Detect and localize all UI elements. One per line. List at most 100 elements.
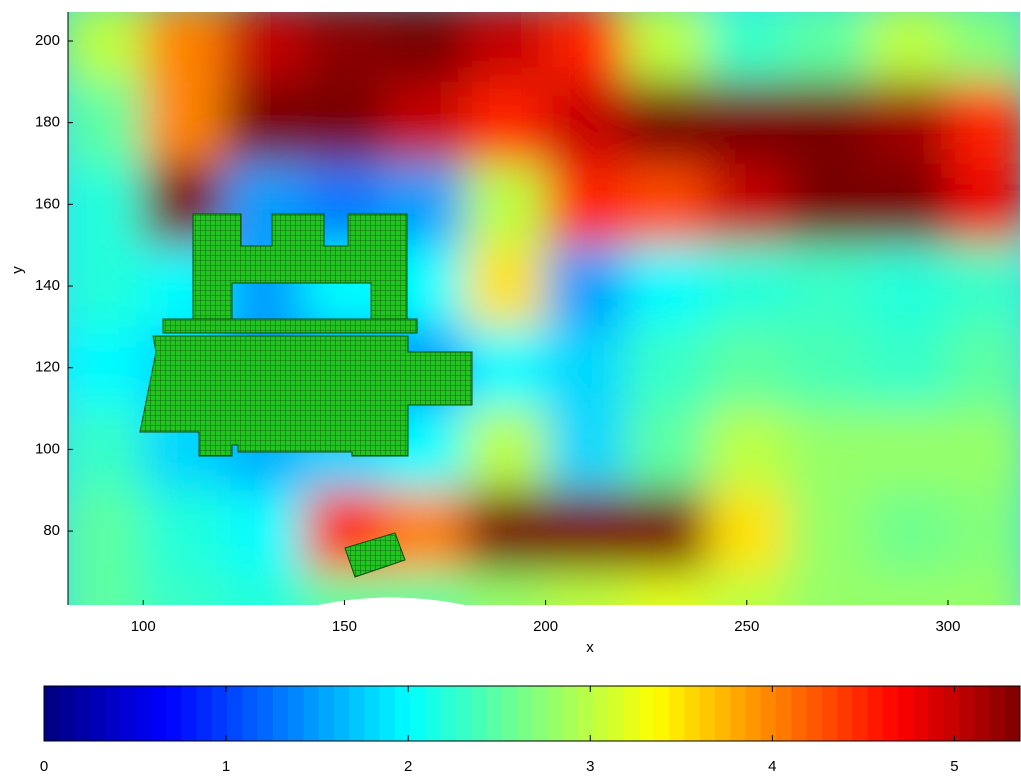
heatmap-cell <box>947 245 1020 327</box>
heatmap-cell <box>626 163 707 246</box>
x-tick-label: 300 <box>935 618 960 635</box>
heatmap-cell <box>706 408 788 491</box>
colorbar-step <box>776 686 792 741</box>
colorbar-tick-label: 2 <box>404 758 412 775</box>
y-tick-label: 100 <box>35 440 60 457</box>
colorbar-step <box>105 686 121 741</box>
y-tick-label: 200 <box>35 32 60 49</box>
colorbar-step <box>135 686 152 741</box>
heatmap-cell <box>465 245 546 327</box>
colorbar-tick-label: 5 <box>950 758 958 775</box>
heatmap-cell <box>787 12 868 82</box>
colorbar-tick-label: 3 <box>586 758 594 775</box>
heatmap-cell <box>465 326 546 409</box>
heatmap-cell <box>947 12 1020 82</box>
y-tick-label: 160 <box>35 195 60 212</box>
heatmap-cell <box>384 81 466 164</box>
colorbar-step <box>882 686 899 741</box>
heatmap-cell <box>867 490 948 572</box>
colorbar-step <box>593 686 609 741</box>
colorbar-step <box>913 686 929 741</box>
heatmap-cell <box>143 81 224 164</box>
heatmap-cell <box>787 571 868 605</box>
heatmap-cell <box>545 571 627 605</box>
heatmap-cell <box>867 408 948 491</box>
heatmap-cell <box>304 571 385 605</box>
colorbar-step <box>638 686 655 741</box>
heatmap-cell <box>465 12 546 82</box>
heatmap-cell <box>68 81 144 164</box>
colorbar-step <box>852 686 868 741</box>
colorbar-step <box>410 686 426 741</box>
heatmap-cell <box>545 408 627 491</box>
heatmap-cell <box>545 326 627 409</box>
colorbar-step <box>745 686 762 741</box>
colorbar-tick-label: 1 <box>222 758 230 775</box>
heatmap-cell <box>223 571 305 605</box>
x-axis-label: x <box>586 639 594 656</box>
heatmap-cell <box>626 12 707 82</box>
colorbar-step <box>715 686 731 741</box>
colorbar-step <box>181 686 197 741</box>
colorbar-step <box>318 686 335 741</box>
y-tick-label: 140 <box>35 277 60 294</box>
y-tick-label: 120 <box>35 359 60 376</box>
blank-region <box>318 597 465 605</box>
colorbar-step <box>608 686 624 741</box>
colorbar-step <box>379 686 396 741</box>
heatmap-cell <box>68 163 144 246</box>
colorbar-step <box>943 686 960 741</box>
colorbar-step <box>227 686 243 741</box>
colorbar-step <box>486 686 502 741</box>
heatmap-cell <box>223 81 305 164</box>
building-lower <box>139 335 473 457</box>
colorbar-step <box>150 686 167 741</box>
colorbar-step <box>364 686 380 741</box>
heatmap-cell <box>947 81 1020 164</box>
heatmap-cell <box>223 490 305 572</box>
colorbar-step <box>806 686 823 741</box>
heatmap-cell <box>706 12 788 82</box>
colorbar-step <box>272 686 289 741</box>
heatmap-cell <box>867 571 948 605</box>
colorbar-step <box>654 686 670 741</box>
colorbar-step <box>89 686 106 741</box>
colorbar-step <box>623 686 640 741</box>
heatmap-cell <box>304 12 385 82</box>
colorbar-step <box>394 686 411 741</box>
building-small <box>344 532 406 578</box>
colorbar-step <box>898 686 914 741</box>
colorbar-step <box>288 686 304 741</box>
colorbar-step <box>59 686 75 741</box>
colorbar-frame <box>43 685 1021 742</box>
heatmap-cell <box>787 490 868 572</box>
heatmap-cell <box>465 408 546 491</box>
heatmap-cell <box>867 81 948 164</box>
heatmap-cell <box>143 490 224 572</box>
y-axis-label: y <box>9 266 26 274</box>
colorbar-tick-label: 4 <box>768 758 776 775</box>
heatmap-cell <box>706 490 788 572</box>
heatmap-cell <box>384 571 466 605</box>
heatmap-cell <box>626 571 707 605</box>
heatmap-cell <box>545 490 627 572</box>
colorbar-step <box>562 686 579 741</box>
heatmap-cell <box>545 245 627 327</box>
colorbar-step <box>425 686 441 741</box>
heatmap-cell <box>787 81 868 164</box>
heatmap-cell <box>867 12 948 82</box>
heatmap-cell <box>706 571 788 605</box>
building-upper <box>192 213 408 331</box>
heatmap-cell <box>68 326 144 409</box>
colorbar-step <box>303 686 319 741</box>
heatmap-cell <box>465 490 546 572</box>
heatmap-cell <box>68 408 144 491</box>
y-tick-label: 180 <box>35 114 60 131</box>
buildings <box>139 213 473 578</box>
heatmap-cell <box>68 490 144 572</box>
colorbar-step <box>257 686 274 741</box>
heatmap-cell <box>867 326 948 409</box>
heatmap-cell <box>465 163 546 246</box>
heatmap-cell <box>626 245 707 327</box>
